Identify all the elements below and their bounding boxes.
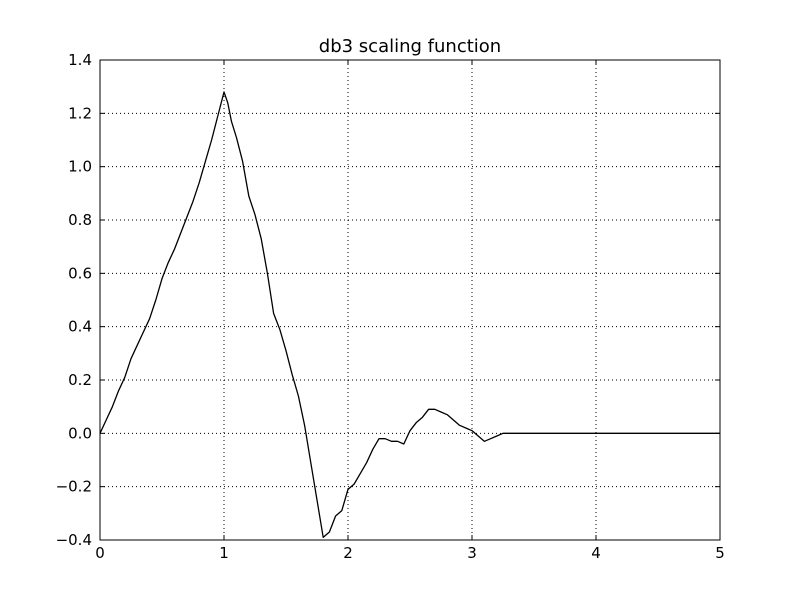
y-tick-label: −0.2	[56, 478, 92, 496]
plot-frame	[99, 59, 721, 541]
y-tick-label: 0.4	[68, 318, 92, 336]
x-tick-label: 4	[591, 544, 601, 562]
x-tick-label: 3	[467, 544, 477, 562]
y-tick-label: 1.2	[68, 104, 92, 122]
series-line	[99, 91, 720, 538]
y-tick-label: 0.8	[68, 211, 92, 229]
y-tick-label: 0.0	[68, 424, 92, 442]
x-axis-tick-labels: 0 1 2 3 4 5	[95, 544, 725, 562]
x-tick-label: 0	[95, 544, 105, 562]
y-tick-label: −0.4	[56, 531, 92, 549]
chart-title: db3 scaling function	[319, 36, 501, 57]
y-tick-label: 0.6	[68, 264, 92, 282]
grid-lines	[100, 60, 720, 540]
axis-ticks	[99, 59, 721, 541]
y-tick-label: 1.4	[68, 51, 92, 69]
x-tick-label: 1	[219, 544, 229, 562]
y-axis-tick-labels: −0.4 −0.2 0.0 0.2 0.4 0.6 0.8 1.0 1.2 1.4	[56, 51, 92, 549]
series-layer	[99, 91, 720, 538]
y-tick-label: 1.0	[68, 158, 92, 176]
x-tick-label: 5	[715, 544, 725, 562]
y-tick-label: 0.2	[68, 371, 92, 389]
x-tick-label: 2	[343, 544, 353, 562]
